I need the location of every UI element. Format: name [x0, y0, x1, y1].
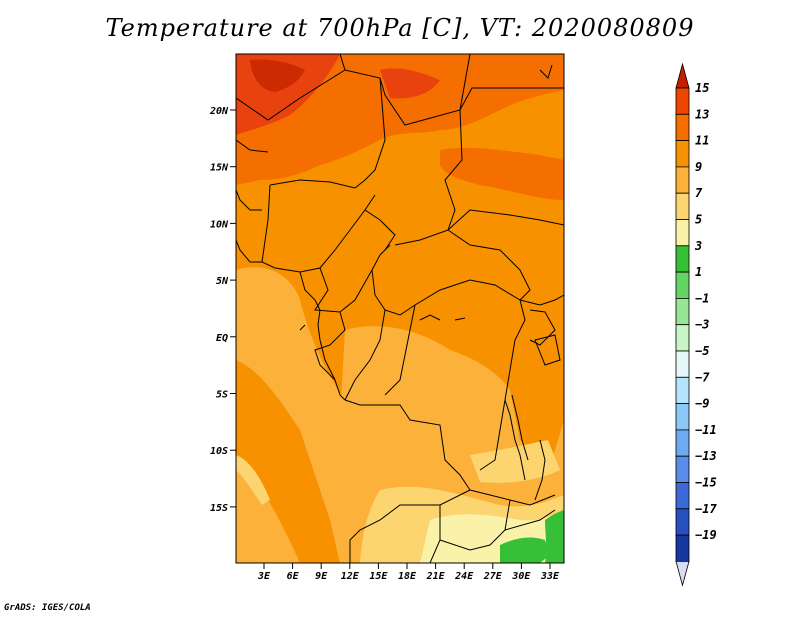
colorbar-swatch	[675, 297, 690, 326]
colorbar-swatch	[675, 113, 690, 142]
country-borders	[236, 54, 564, 563]
color-legend: 15 13 11 9 7 5 3 1 −1 −3 −5 −7 −9 −11 −13 −15 −17 −19	[675, 62, 717, 587]
colorbar-swatch	[675, 245, 690, 273]
colorbar-swatch	[675, 140, 690, 168]
lon-label: 33E	[540, 571, 560, 582]
colorbar-swatch	[675, 350, 690, 378]
longitude-axis: 3E 6E 9E 12E 15E 18E 21E 24E 27E 30E 33E	[257, 563, 560, 582]
colorbar-swatch	[675, 455, 690, 483]
colorbar-swatch	[675, 482, 690, 510]
lon-label: 30E	[511, 571, 531, 582]
map-title: Temperature at 700hPa [C], VT: 202008080…	[105, 14, 695, 42]
lon-label: 27E	[483, 571, 503, 582]
colorbar-label: 11	[695, 134, 709, 148]
colorbar-swatch	[675, 192, 690, 220]
field-5-7-east	[470, 440, 560, 483]
field-13-15-core	[250, 59, 305, 92]
field-9-11-central	[395, 284, 474, 335]
colorbar-label: 7	[695, 186, 703, 200]
lat-label: 15N	[210, 163, 229, 174]
plot-frame	[235, 53, 565, 564]
field-5-7-west	[236, 455, 270, 505]
colorbar-label: −13	[695, 449, 717, 463]
colorbar-label: −17	[695, 502, 717, 516]
colorbar-label: 5	[695, 213, 702, 227]
colorbar-swatch	[675, 87, 690, 115]
colorbar-swatch	[675, 166, 690, 194]
colorbar-swatch	[675, 403, 690, 431]
latitude-axis: 20N 15N 10N 5N EQ 5S 10S 15S	[209, 106, 236, 514]
lat-label: 15S	[210, 503, 228, 514]
colorbar-swatch	[675, 508, 690, 536]
lon-label: 24E	[454, 571, 474, 582]
lat-label: EQ	[216, 333, 228, 344]
colorbar-swatch	[675, 429, 690, 457]
colorbar-swatch	[675, 534, 690, 562]
colorbar-label: 3	[694, 239, 702, 253]
lon-label: 3E	[257, 571, 271, 582]
colorbar-swatch	[675, 376, 690, 404]
colorbar-label: −7	[695, 370, 710, 384]
lon-label: 9E	[315, 571, 328, 582]
colorbar-label: −15	[695, 476, 717, 490]
colorbar-swatch	[675, 271, 690, 299]
field-1-3-a	[500, 537, 550, 563]
colorbar-top-arrow	[675, 62, 690, 89]
field-11-13-east	[440, 147, 564, 200]
lat-label: 20N	[209, 106, 229, 117]
lon-label: 15E	[369, 571, 388, 582]
colorbar-swatch	[675, 219, 690, 247]
colorbar-label: 1	[695, 265, 702, 279]
colorbar-swatch	[675, 324, 690, 352]
colorbar-label: 9	[695, 160, 702, 174]
lon-label: 12E	[341, 571, 360, 582]
lat-label: 10N	[210, 219, 229, 230]
colorbar-label: −11	[695, 423, 717, 437]
lat-label: 5S	[216, 390, 228, 401]
colorbar-label: −19	[695, 528, 717, 542]
field-9-11-coast	[236, 360, 340, 563]
colorbar-label: 13	[695, 107, 709, 121]
lon-label: 18E	[398, 571, 417, 582]
colorbar-label: 15	[695, 81, 709, 95]
lat-label: 5N	[216, 276, 229, 287]
grads-credit: GrADS: IGES/COLA	[4, 603, 91, 613]
colorbar-label: −5	[695, 344, 709, 358]
temperature-field	[236, 54, 564, 563]
colorbar-label: −1	[695, 291, 709, 305]
colorbar-label: −3	[695, 318, 709, 332]
field-1-3-b	[545, 510, 564, 563]
field-13-15-north	[380, 68, 440, 99]
lat-label: 10S	[210, 446, 228, 457]
colorbar-label: −9	[695, 397, 709, 411]
lon-label: 6E	[287, 571, 300, 582]
colorbar-bottom-arrow	[675, 561, 690, 587]
lon-label: 21E	[426, 571, 446, 582]
